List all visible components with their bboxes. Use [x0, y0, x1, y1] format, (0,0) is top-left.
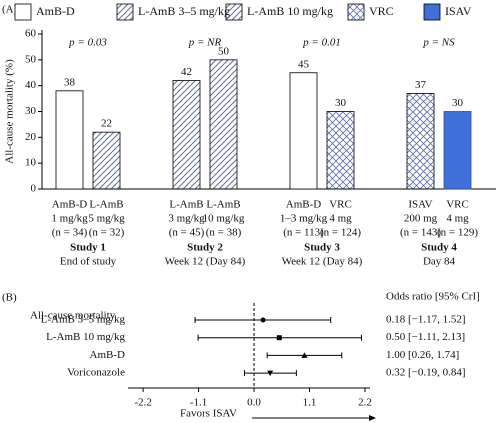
study-subtitle: Week 12 (Day 84) — [165, 256, 246, 268]
legend-swatch — [14, 3, 32, 21]
bar-label: 4 mg — [329, 213, 352, 225]
bar-value-label: 42 — [181, 66, 192, 78]
study-label: Study 4 — [421, 242, 457, 254]
bar-label: 5 mg/kg — [88, 213, 125, 225]
bar — [443, 111, 472, 190]
bar-label: (n = 32) — [89, 227, 125, 239]
study-subtitle: End of study — [60, 256, 117, 268]
bar-label: ISAV — [408, 199, 432, 211]
panel-label: (B) — [2, 292, 17, 304]
bar — [172, 80, 201, 190]
x-tick-label: -1.1 — [190, 397, 207, 409]
row-label: L-AmB 10 mg/kg — [46, 331, 125, 343]
p-value: p = 0.01 — [302, 37, 341, 49]
row-label: AmB-D — [90, 349, 126, 361]
bar-value-label: 45 — [298, 58, 310, 70]
bar — [55, 90, 84, 190]
bar-label: 1–3 mg/kg — [280, 213, 328, 225]
y-tick-label: 40 — [25, 79, 37, 91]
study-label: Study 2 — [187, 242, 223, 254]
bar-value-label: 37 — [415, 79, 427, 91]
bar — [209, 59, 238, 190]
bar-label: VRC — [329, 199, 352, 211]
y-tick-label: 20 — [25, 131, 37, 143]
bar-label: L-AmB — [169, 199, 203, 211]
bar-label: L-AmB — [89, 199, 123, 211]
bar-label: 10 mg/kg — [203, 213, 245, 225]
legend-label: ISAV — [445, 4, 472, 18]
x-tick-label: 1.1 — [303, 397, 317, 409]
x-tick-label: -2.2 — [134, 397, 151, 409]
bar-label: AmB-D — [52, 199, 88, 211]
legend-swatch — [347, 3, 365, 21]
estimate — [276, 335, 282, 341]
bar-value-label: 50 — [218, 45, 230, 57]
y-axis-label: All-cause mortality (%) — [4, 59, 16, 164]
bar-value-label: 38 — [64, 76, 76, 88]
bar-label: (n = 124) — [320, 227, 361, 239]
favors-arrowhead — [369, 415, 376, 421]
row-label: Voriconazole — [67, 367, 125, 379]
x-tick-label: 2.2 — [358, 397, 372, 409]
row-label: L-AmB 3–5 mg/kg — [41, 314, 126, 326]
estimate — [267, 370, 274, 377]
bar-label: (n = 34) — [52, 227, 88, 239]
y-tick-label: 10 — [25, 157, 37, 169]
bar-label: 1 mg/kg — [51, 213, 88, 225]
legend-label: VRC — [369, 4, 394, 18]
column-header: Odds ratio [95% CrI] — [386, 291, 480, 303]
y-tick-label: 50 — [25, 53, 37, 65]
bar-label: (n = 45) — [169, 227, 205, 239]
panel-label: (A) — [2, 4, 18, 16]
bar-label: (n = 38) — [206, 227, 242, 239]
study-label: Study 3 — [304, 242, 340, 254]
estimate-label: 0.50 [−1.11, 2.13] — [386, 331, 465, 343]
bar-label: (n = 113) — [283, 227, 324, 239]
bar-label: VRC — [446, 199, 469, 211]
bar-label: (n = 143) — [400, 227, 441, 239]
x-tick-label: 0.0 — [247, 397, 261, 409]
bar-label: 4 mg — [446, 213, 469, 225]
estimate — [301, 352, 308, 358]
legend-swatch — [225, 3, 243, 21]
y-tick-label: 30 — [25, 105, 37, 117]
bar-label: AmB-D — [286, 199, 322, 211]
bar — [92, 131, 121, 190]
legend-swatch — [116, 3, 134, 21]
estimate — [260, 317, 266, 323]
p-value: p = NS — [422, 37, 455, 49]
bar — [289, 72, 318, 190]
forest-title: All-cause mortality — [30, 310, 116, 322]
study-subtitle: Week 12 (Day 84) — [282, 256, 363, 268]
bar-value-label: 30 — [452, 97, 464, 109]
p-value: p = 0.03 — [68, 37, 107, 49]
y-tick-label: 60 — [25, 28, 37, 40]
bar-value-label: 30 — [335, 97, 347, 109]
bar-label: L-AmB — [206, 199, 240, 211]
bar — [406, 93, 435, 190]
estimate-label: 0.18 [−1.17, 1.52] — [386, 314, 466, 326]
study-label: Study 1 — [70, 242, 106, 254]
legend-label: L-AmB 10 mg/kg — [247, 4, 333, 18]
bar-label: 200 mg — [404, 213, 438, 225]
estimate-label: 1.00 [0.26, 1.74] — [386, 349, 459, 361]
p-value: p = NR — [188, 37, 222, 49]
bar-label: 3 mg/kg — [168, 213, 205, 225]
bar-label: (n = 129) — [437, 227, 478, 239]
legend-label: L-AmB 3–5 mg/kg — [138, 4, 230, 18]
study-subtitle: Day 84 — [423, 256, 456, 268]
estimate-label: 0.32 [−0.19, 0.84] — [386, 367, 466, 379]
y-tick-label: 0 — [31, 183, 37, 195]
bar — [326, 111, 355, 190]
legend-label: AmB-D — [36, 4, 75, 18]
x-axis-label: Favors ISAV — [180, 408, 237, 420]
legend-swatch — [423, 3, 441, 21]
bar-value-label: 22 — [101, 118, 112, 130]
